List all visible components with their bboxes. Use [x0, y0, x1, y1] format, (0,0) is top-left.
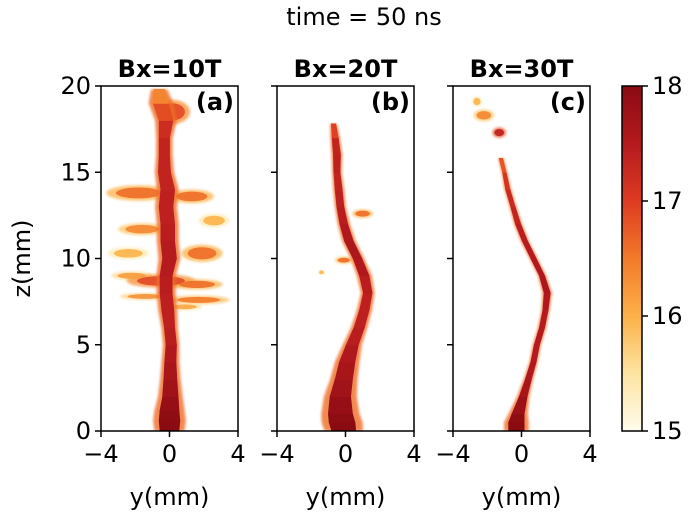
- density-patch: [177, 296, 221, 303]
- heatmap-plot-area: [471, 96, 552, 431]
- x-tick-label: 4: [406, 440, 421, 468]
- panel-2: Bx=20T (b) −4 0 4 y(mm): [259, 55, 421, 511]
- x-axis-label: y(mm): [130, 483, 210, 511]
- y-tick-label: 20: [60, 72, 91, 100]
- colorbar-ticks: 15 16 17 18: [642, 72, 683, 445]
- x-tick-label: 0: [514, 440, 529, 468]
- colorbar-gradient: [621, 85, 643, 432]
- density-patch: [473, 97, 481, 106]
- jet-segment: [163, 327, 177, 346]
- density-patch: [117, 272, 147, 279]
- x-tick-label: 4: [230, 440, 245, 468]
- density-patch: [319, 270, 324, 275]
- x-axis-label: y(mm): [482, 483, 562, 511]
- density-patch: [127, 294, 164, 299]
- jet-segment: [327, 396, 353, 415]
- jet-segment: [334, 189, 345, 208]
- jet-segment: [160, 240, 177, 259]
- jet-segment: [158, 409, 181, 422]
- density-patch: [187, 247, 217, 260]
- density-patch: [494, 128, 505, 137]
- jet-segment: [514, 223, 529, 242]
- jet-halo: [321, 123, 375, 431]
- colorbar-tick-label: 18: [652, 72, 683, 100]
- density-patch: [337, 257, 350, 263]
- x-tick-label: 0: [162, 440, 177, 468]
- jet-segment: [158, 206, 176, 225]
- jet-segment: [327, 413, 356, 423]
- y-tick-label: 5: [76, 331, 91, 359]
- panel-title: Bx=30T: [470, 55, 574, 83]
- panels: Bx=10T(a)−4 0 4y(mm)05101520z(mm)Bx=20T(b)…: [8, 55, 598, 511]
- y-tick-label: 0: [76, 417, 91, 445]
- density-patch: [115, 187, 162, 199]
- jet-segment: [159, 275, 173, 294]
- density-patch: [125, 224, 159, 234]
- panel-label: (b): [371, 88, 410, 116]
- jet-segment: [160, 223, 176, 242]
- density-patch: [178, 280, 215, 288]
- x-axis-label: y(mm): [306, 483, 386, 511]
- panel-title: Bx=10T: [118, 55, 222, 83]
- jet-segment: [163, 361, 178, 380]
- x-tick-label: 0: [338, 440, 353, 468]
- jet-segment: [328, 421, 357, 431]
- density-patch: [176, 191, 208, 202]
- x-tick-label: −4: [259, 440, 294, 468]
- axes-frame: [452, 85, 591, 432]
- jet-segment: [161, 309, 176, 328]
- panel-label: (a): [196, 88, 234, 116]
- jet-halo: [498, 158, 552, 431]
- jet-segment: [333, 154, 341, 173]
- jet-segment: [164, 344, 177, 363]
- y-tick-label: 10: [60, 245, 91, 273]
- heatmap-plot-area: [106, 89, 230, 431]
- panel-title: Bx=20T: [294, 55, 398, 83]
- x-tick-label: 4: [582, 440, 597, 468]
- colorbar-tick-label: 15: [652, 417, 683, 445]
- jet-segment: [498, 157, 507, 173]
- jet-segment: [159, 292, 175, 311]
- y-axis-label: z(mm): [8, 219, 36, 297]
- jet-segment: [158, 137, 170, 156]
- density-patch: [476, 111, 492, 120]
- x-tick-label: −4: [435, 440, 470, 468]
- jet-segment: [157, 154, 171, 173]
- jet-segment: [159, 396, 180, 411]
- jet-segment: [162, 378, 179, 397]
- figure-title: time = 50 ns: [286, 3, 441, 31]
- density-patch: [203, 215, 225, 226]
- heatmap-plot-area: [318, 123, 375, 431]
- density-patch: [114, 249, 143, 258]
- colorbar: 15 16 17 18: [621, 72, 683, 445]
- panel-3: Bx=30T (c) −4 0 4 y(mm): [435, 55, 597, 511]
- jet-segment: [330, 123, 339, 139]
- density-patch: [172, 304, 197, 310]
- jet-segment: [508, 421, 525, 431]
- jet-segment: [152, 89, 170, 104]
- colorbar-tick-label: 16: [652, 302, 683, 330]
- x-tick-label: −4: [83, 440, 118, 468]
- density-patch: [355, 210, 370, 217]
- panel-label: (c): [550, 88, 586, 116]
- y-tick-label: 15: [60, 158, 91, 186]
- jet-segment: [158, 189, 176, 208]
- colorbar-tick-label: 17: [652, 187, 683, 215]
- jet-segment: [158, 420, 181, 431]
